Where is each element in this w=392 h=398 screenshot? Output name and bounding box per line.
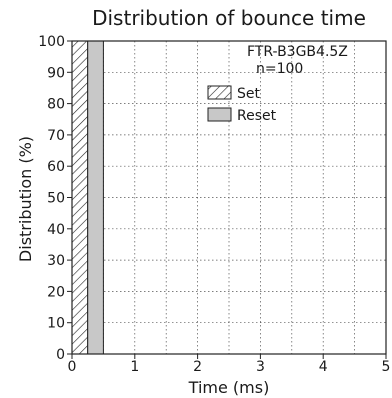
y-axis-ticks: 0 10 20 30 40 50 60 70 80 90 100: [38, 34, 72, 363]
chart-title: Distribution of bounce time: [92, 6, 366, 30]
bar-reset: [87, 40, 104, 355]
y-tick-label: 0: [56, 347, 65, 363]
x-axis-label: Time (ms): [188, 378, 270, 397]
x-axis-ticks: 0 1 2 3 4 5: [68, 354, 391, 375]
legend-swatch-set: [207, 85, 232, 100]
legend-swatch-reset: [207, 107, 232, 122]
sample-size-annotation: n=100: [256, 61, 303, 77]
y-axis-label: Distribution (%): [16, 136, 35, 262]
y-tick-label: 50: [47, 191, 65, 207]
x-tick-label: 0: [68, 359, 77, 375]
y-tick-label: 40: [47, 222, 65, 238]
y-tick-label: 60: [47, 159, 65, 175]
y-tick-label: 90: [47, 65, 65, 81]
model-annotation: FTR-B3GB4.5Z: [247, 44, 348, 60]
bars: [71, 40, 104, 355]
y-tick-label: 10: [47, 316, 65, 332]
legend-label-set: Set: [237, 86, 261, 102]
y-tick-label: 30: [47, 253, 65, 269]
y-tick-label: 80: [47, 97, 65, 113]
legend-label-reset: Reset: [237, 108, 277, 124]
x-tick-label: 5: [382, 359, 391, 375]
x-tick-label: 4: [319, 359, 328, 375]
y-tick-label: 20: [47, 284, 65, 300]
y-tick-label: 70: [47, 128, 65, 144]
bar-set: [71, 40, 89, 355]
x-tick-label: 1: [130, 359, 139, 375]
legend: Set Reset: [207, 85, 277, 124]
x-tick-label: 2: [193, 359, 202, 375]
y-tick-label: 100: [38, 34, 65, 50]
x-tick-label: 3: [256, 359, 265, 375]
